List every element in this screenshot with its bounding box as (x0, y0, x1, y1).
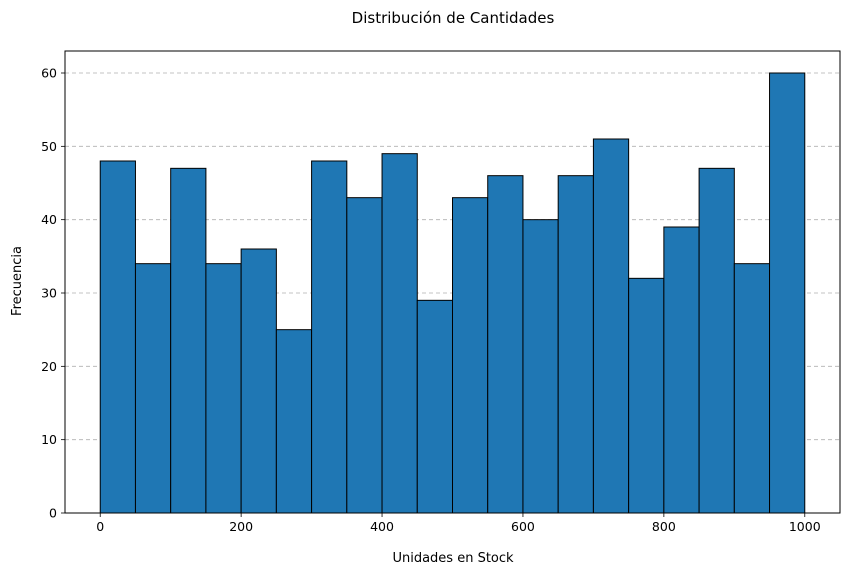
histogram-bar (663, 226, 700, 514)
y-tick-label: 40 (41, 212, 57, 227)
histogram-bar (733, 263, 771, 514)
x-tick-label: 600 (511, 519, 535, 534)
x-axis-ticks: 0 200 400 600 800 1000 (96, 513, 821, 534)
histogram-bars (99, 72, 806, 514)
histogram-bar (769, 72, 806, 514)
histogram-bar (557, 175, 594, 514)
y-tick-label: 60 (41, 66, 57, 81)
histogram-bar (416, 299, 454, 514)
histogram-bar (522, 219, 559, 514)
histogram-bar (205, 263, 242, 514)
histogram-bar (99, 160, 136, 514)
y-tick-label: 10 (41, 432, 57, 447)
y-axis-label: Frecuencia (10, 246, 25, 316)
plot-frame (64, 50, 841, 514)
y-axis-ticks: 0 10 20 30 40 50 60 (41, 66, 65, 521)
x-tick-label: 1000 (789, 519, 821, 534)
y-tick-label: 50 (41, 139, 57, 154)
histogram-bar (487, 175, 524, 514)
histogram-bar (346, 197, 383, 514)
y-tick-label: 30 (41, 286, 57, 301)
x-tick-label: 200 (229, 519, 253, 534)
x-tick-label: 0 (96, 519, 104, 534)
histogram-bar (240, 248, 277, 514)
y-tick-label: 20 (41, 359, 57, 374)
x-axis-label: Unidades en Stock (392, 551, 514, 566)
histogram-bar (452, 197, 489, 514)
histogram-bar (592, 138, 630, 514)
histogram-bar (134, 263, 172, 514)
x-tick-label: 400 (370, 519, 394, 534)
histogram-bar (170, 167, 207, 514)
histogram-bar (381, 153, 418, 514)
chart-title: Distribución de Cantidades (352, 9, 555, 27)
histogram-bar (628, 277, 665, 514)
x-tick-label: 800 (652, 519, 676, 534)
histogram-bar (698, 167, 735, 514)
y-tick-label: 0 (49, 506, 57, 521)
histogram-bar (275, 329, 313, 514)
histogram-bar (311, 160, 348, 514)
